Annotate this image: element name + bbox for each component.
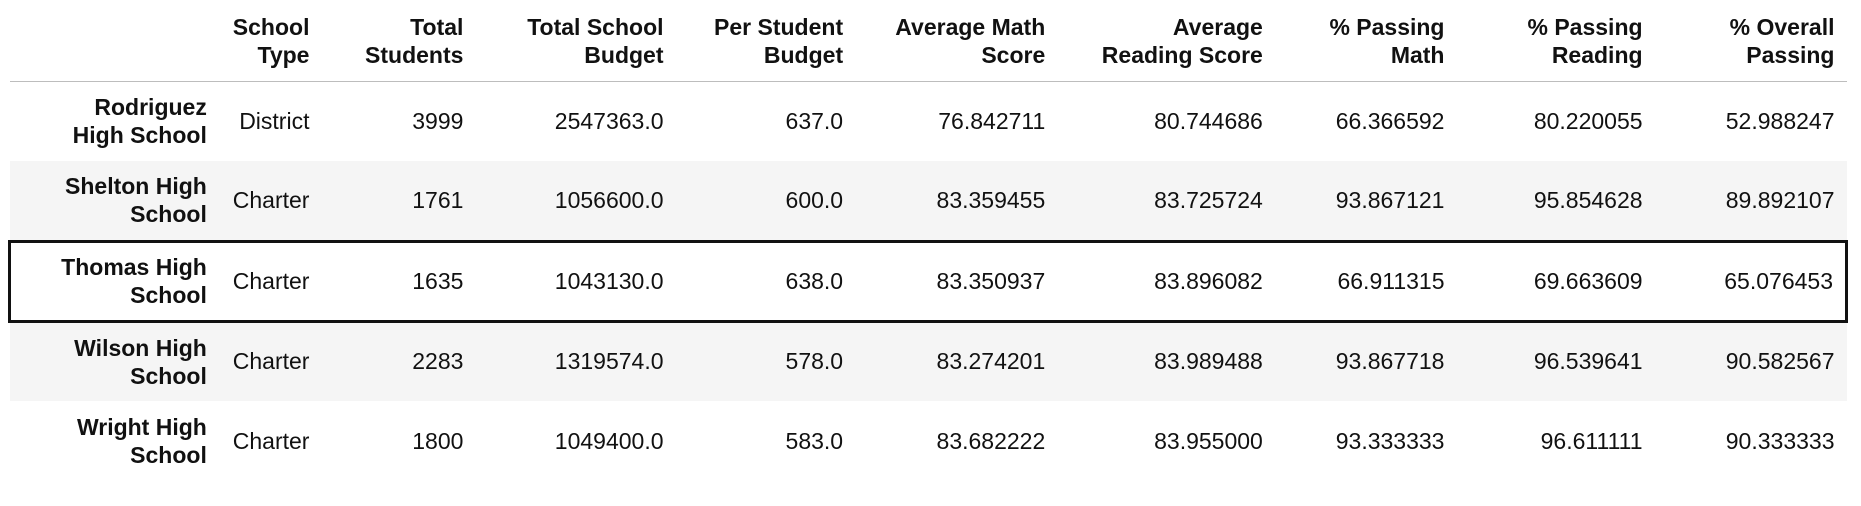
column-header-average-math-score: Average Math Score [855,8,1058,82]
cell-school-type: Charter [232,186,310,213]
cell-total-students: 2283 [412,348,464,375]
table-row: Rodriguez High School District 3999 25473… [10,81,1847,161]
cell-passing-reading: 69.663609 [1456,239,1655,323]
cell-average-reading-score: 80.744686 [1154,107,1263,134]
cell-passing-math: 66.366592 [1335,107,1445,134]
table-row-highlighted: Thomas High School Charter 1635 1043130.0… [7,239,1848,323]
cell-passing-math: 93.867718 [1335,348,1445,375]
cell-total-school-budget: 2547363.0 [554,107,664,134]
cell-average-reading-score: 83.955000 [1154,427,1263,454]
cell-average-math-score: 76.842711 [938,107,1046,134]
table-row: Wilson High School Charter 2283 1319574.0… [9,321,1847,401]
cell-school-type: District [239,107,310,134]
table-row: Shelton High School Charter 1761 1056600.… [9,161,1847,241]
column-header-overall-passing: % Overall Passing [1654,8,1847,82]
column-header-average-reading-score: Average Reading Score [1057,8,1275,82]
cell-per-student-budget: 638.0 [675,239,856,323]
column-header-total-school-budget: Total School Budget [475,8,676,82]
column-header-passing-math: % Passing Math [1274,8,1457,82]
cell-school-type: Charter [232,348,310,375]
cell-per-student-budget: 637.0 [785,107,844,134]
cell-total-school-budget: 1319574.0 [554,348,664,375]
cell-school-type: Charter [232,427,310,454]
row-index-school-name: Wright High School [76,414,207,468]
cell-passing-reading: 96.539641 [1533,348,1643,375]
cell-total-students: 1635 [321,239,476,323]
row-index-school-name: Wilson High School [74,334,207,389]
cell-average-reading-score: 83.896082 [1057,239,1275,323]
cell-per-student-budget: 600.0 [785,186,844,213]
cell-average-reading-score: 83.725724 [1154,186,1263,213]
table-row: Wright High School Charter 1800 1049400.0… [10,401,1847,481]
column-header-school-type: School Type [218,8,322,82]
column-header-total-students: Total Students [321,8,476,82]
cell-passing-math: 93.333333 [1335,427,1445,454]
cell-overall-passing: 90.582567 [1725,348,1835,375]
cell-total-students: 3999 [412,107,464,134]
cell-total-school-budget: 1043130.0 [475,239,676,323]
index-header [9,8,219,82]
cell-overall-passing: 89.892107 [1725,186,1835,213]
cell-passing-reading: 80.220055 [1533,107,1643,134]
cell-overall-passing: 90.333333 [1725,427,1835,454]
cell-average-math-score: 83.350937 [855,239,1058,323]
cell-total-school-budget: 1056600.0 [554,186,664,213]
cell-passing-math: 66.911315 [1274,239,1457,323]
cell-average-math-score: 83.682222 [936,427,1046,454]
cell-overall-passing: 52.988247 [1725,107,1835,134]
header-row: School Type Total Students Total School Bud… [9,8,1847,82]
cell-average-math-score: 83.359455 [936,186,1046,213]
row-index-school-name: Rodriguez High School [72,94,207,149]
cell-per-student-budget: 578.0 [785,348,844,375]
cell-average-reading-score: 83.989488 [1154,348,1263,375]
cell-school-type: Charter [218,239,322,323]
column-header-passing-reading: % Passing Reading [1456,8,1655,82]
cell-total-students: 1800 [412,427,464,454]
cell-total-school-budget: 1049400.0 [554,427,664,454]
cell-average-math-score: 83.274201 [936,348,1046,375]
row-index-school-name: Shelton High School [65,173,207,228]
column-header-per-student-budget: Per Student Budget [675,8,856,82]
cell-passing-math: 93.867121 [1335,186,1445,213]
school-summary-table: School Type Total Students Total School Bud… [7,8,1848,481]
row-index-school-name: Thomas High School [7,239,219,323]
cell-passing-reading: 95.854628 [1533,186,1643,213]
cell-total-students: 1761 [412,186,464,213]
cell-per-student-budget: 583.0 [785,427,844,454]
cell-passing-reading: 96.611111 [1540,427,1643,454]
cell-overall-passing: 65.076453 [1654,239,1848,323]
